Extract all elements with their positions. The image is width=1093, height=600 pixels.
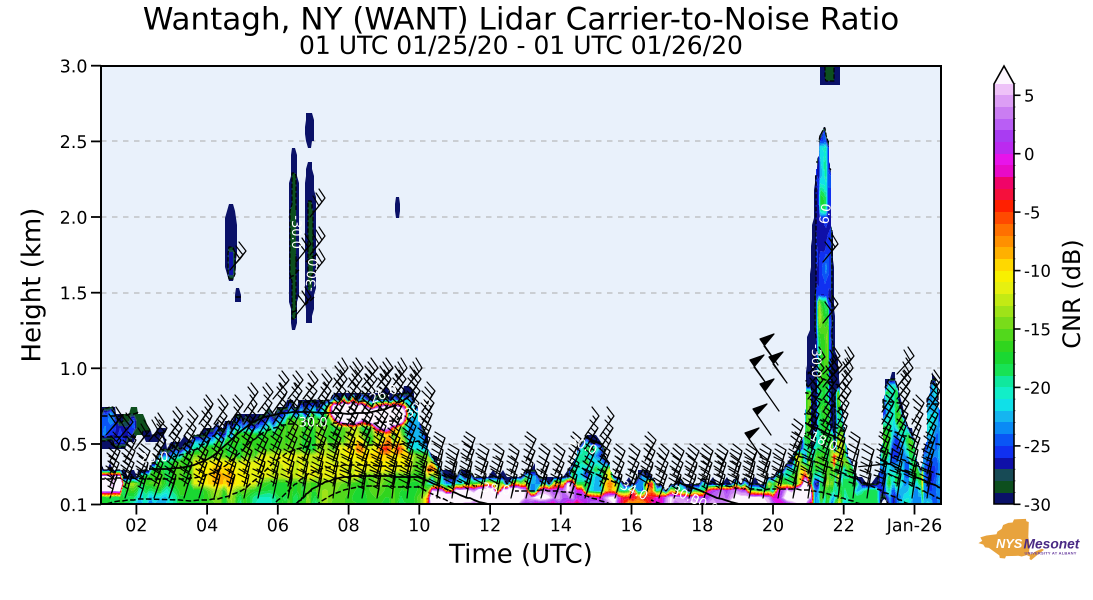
- svg-text:NYS: NYS: [996, 536, 1023, 551]
- svg-text:Mesonet: Mesonet: [1024, 536, 1081, 551]
- svg-text:UNIVERSITY AT ALBANY: UNIVERSITY AT ALBANY: [1025, 550, 1077, 555]
